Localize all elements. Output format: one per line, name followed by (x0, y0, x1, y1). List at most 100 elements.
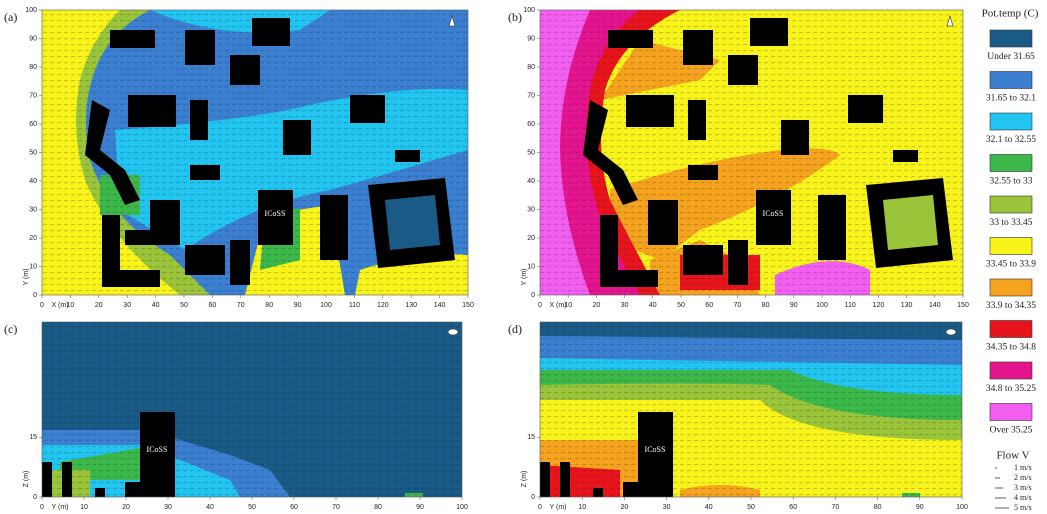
x-axis-label: X (m) (549, 302, 566, 309)
flow-legend-label: 2 m/s (1014, 473, 1032, 482)
legend-label: 34.35 to 34.8 (986, 343, 1036, 353)
legend-swatch (990, 238, 1032, 255)
courtyard (385, 195, 440, 250)
x-tick-label: 110 (349, 302, 360, 309)
y-tick-label: 0 (531, 494, 535, 501)
flow-vectors (42, 322, 462, 497)
x-tick-label: 70 (237, 302, 245, 309)
legend-swatch (990, 196, 1032, 213)
x-tick-label: 60 (290, 504, 298, 511)
x-tick-label: 40 (649, 302, 657, 309)
flow-legend-label: 3 m/s (1014, 483, 1032, 492)
flow-legend-label: 1 m/s (1014, 463, 1032, 472)
x-tick-label: 90 (916, 504, 924, 511)
x-tick-label: 60 (705, 302, 713, 309)
y-tick-label: 0 (33, 494, 37, 501)
x-tick-label: 30 (663, 504, 671, 511)
panel-label: (c) (4, 322, 17, 336)
y-tick-label: 20 (527, 235, 535, 242)
x-tick-label: 40 (152, 302, 160, 309)
legend-title: Pot.temp (C) (982, 8, 1039, 20)
x-tick-label: 50 (677, 302, 685, 309)
y-tick-label: 40 (527, 178, 535, 185)
legend-label: 32.55 to 33 (989, 177, 1032, 187)
building-label: ICoSS (645, 445, 666, 454)
legend-swatch (990, 404, 1032, 421)
legend-swatch (990, 362, 1032, 379)
y-tick-label: 100 (523, 7, 535, 14)
y-tick-label: 15 (29, 434, 37, 441)
legend-label: 33.45 to 33.9 (986, 260, 1036, 270)
x-axis-label: X (m) (51, 302, 68, 309)
x-tick-label: 40 (206, 504, 214, 511)
panel-d-section (540, 322, 962, 497)
y-tick-label: 15 (527, 434, 535, 441)
x-tick-label: 30 (621, 302, 629, 309)
legend-label: 34.8 to 35.25 (986, 384, 1036, 394)
x-tick-label: 30 (123, 302, 131, 309)
x-tick-label: 70 (332, 504, 340, 511)
wind-icon (946, 329, 956, 335)
y-tick-label: 100 (25, 7, 37, 14)
x-tick-label: 0 (538, 302, 542, 309)
x-tick-label: 150 (957, 302, 969, 309)
x-tick-label: 100 (320, 302, 332, 309)
x-tick-label: 100 (816, 302, 828, 309)
y-tick-label: 0 (33, 292, 37, 299)
x-tick-label: 130 (901, 302, 913, 309)
legend-swatch (990, 72, 1032, 89)
figure: Pot.temp (C) Flow V (a)ICoSS010203040506… (0, 0, 1047, 514)
x-tick-label: 0 (538, 504, 542, 511)
x-tick-label: 140 (929, 302, 941, 309)
courtyard (883, 195, 938, 250)
y-tick-label: 80 (527, 64, 535, 71)
x-tick-label: 110 (845, 302, 856, 309)
y-tick-label: 50 (29, 149, 37, 156)
x-tick-label: 70 (734, 302, 742, 309)
x-tick-label: 40 (705, 504, 713, 511)
x-tick-label: 20 (95, 302, 103, 309)
y-tick-label: 30 (527, 206, 535, 213)
x-tick-label: 0 (40, 504, 44, 511)
x-tick-label: 100 (456, 504, 468, 511)
y-tick-label: 50 (527, 149, 535, 156)
y-tick-label: 30 (29, 206, 37, 213)
x-tick-label: 20 (621, 504, 629, 511)
x-tick-label: 70 (832, 504, 840, 511)
wind-icon (448, 329, 458, 335)
x-tick-label: 80 (874, 504, 882, 511)
panel-c-section (42, 322, 462, 497)
x-tick-label: 80 (265, 302, 273, 309)
panel-label: (b) (508, 10, 522, 24)
legend-label: 33 to 33.45 (989, 218, 1032, 228)
flow-legend-label: 5 m/s (1014, 503, 1032, 512)
x-tick-label: 50 (248, 504, 256, 511)
y-axis-label: Z (m) (23, 471, 30, 488)
x-tick-label: 120 (873, 302, 885, 309)
x-tick-label: 140 (434, 302, 446, 309)
legend-swatch (990, 321, 1032, 338)
panel-b-map (540, 10, 963, 295)
panel-a-map (42, 10, 468, 295)
y-axis-label: Y (m) (521, 269, 528, 286)
x-tick-label: 50 (180, 302, 188, 309)
y-tick-label: 60 (527, 121, 535, 128)
x-tick-label: 60 (789, 504, 797, 511)
legend-swatch (990, 155, 1032, 172)
x-tick-label: 90 (294, 302, 302, 309)
y-tick-label: 40 (29, 178, 37, 185)
legend-swatch (990, 30, 1032, 47)
y-tick-label: 80 (29, 64, 37, 71)
y-tick-label: 10 (29, 263, 37, 270)
x-tick-label: 80 (374, 504, 382, 511)
x-tick-label: 100 (956, 504, 968, 511)
legend-label: Over 35.25 (990, 426, 1033, 436)
x-tick-label: 90 (416, 504, 424, 511)
x-tick-label: 0 (40, 302, 44, 309)
y-tick-label: 0 (531, 292, 535, 299)
y-tick-label: 70 (29, 92, 37, 99)
x-tick-label: 10 (80, 504, 88, 511)
y-axis-label: Y (m) (23, 269, 30, 286)
x-tick-label: 150 (462, 302, 474, 309)
flow-legend-title: Flow V (996, 450, 1029, 462)
